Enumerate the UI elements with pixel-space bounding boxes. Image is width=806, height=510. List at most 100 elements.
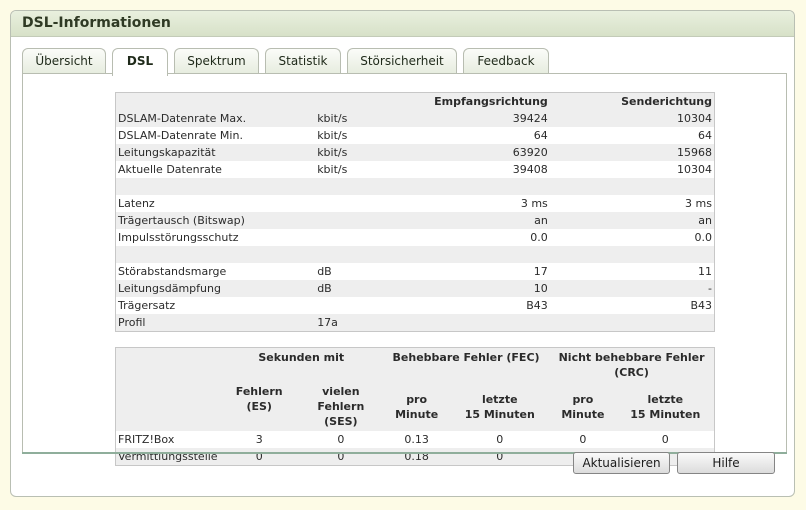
help-button[interactable]: Hilfe (677, 452, 775, 474)
info-cell-sende: 0.0 (694, 231, 713, 244)
info-cell-label: Störabstandsmarge (118, 265, 227, 278)
header-ses-line1: vielen (322, 385, 360, 398)
tab-statistik[interactable]: Statistik (265, 48, 341, 74)
dsl-info-panel: DSL-Informationen Übersicht DSL Spektrum… (10, 10, 795, 497)
header-fec-pro-line2: Minute (395, 407, 439, 421)
info-cell-label: DSLAM-Datenrate Min. (118, 129, 243, 142)
info-cell-unit (315, 195, 405, 212)
error-cell-ses: 0 (298, 448, 383, 466)
info-cell-sende: an (549, 212, 715, 229)
tab-spektrum[interactable]: Spektrum (174, 48, 259, 74)
info-table-row: Trägertausch (Bitswap) an an (115, 212, 715, 229)
info-cell-sende (549, 178, 715, 195)
info-cell-unit (315, 246, 405, 263)
info-cell-sende (549, 314, 715, 332)
info-table-header: Empfangsrichtung Senderichtung (115, 92, 715, 110)
info-cell-sende: 3 ms (685, 197, 712, 210)
info-cell-empfang: 63920 (404, 144, 550, 161)
header-fec-pro-line1: pro (406, 392, 428, 406)
info-cell-sende: 11 (698, 265, 712, 278)
header-empfangsrichtung: Empfangsrichtung (404, 92, 550, 110)
header-ses-line2: Fehlern (SES) (317, 400, 365, 428)
info-cell-sende: 10304 (677, 163, 712, 176)
info-cell-unit: dB (317, 265, 332, 278)
header-nicht-behebbare-fehler: Nicht behebbare Fehler (CRC) (549, 347, 715, 382)
info-table-row: Leitungskapazität kbit/s 63920 15968 (115, 144, 715, 161)
info-table-row: DSLAM-Datenrate Min. kbit/s 64 64 (116, 127, 715, 144)
error-cell-fec-pro: 0.13 (404, 433, 429, 446)
refresh-button[interactable]: Aktualisieren (573, 452, 670, 474)
info-cell-unit: kbit/s (317, 163, 348, 176)
info-table-row: Leitungsdämpfung dB 10- (115, 280, 715, 297)
info-cell-sende: 10304 (549, 110, 715, 127)
info-cell-unit (315, 212, 405, 229)
error-cell-ses: 0 (337, 433, 345, 446)
error-table: Sekunden mit Behebbare Fehler (FEC) Nich… (115, 347, 715, 466)
info-cell-unit (315, 297, 405, 314)
header-ses: vielen Fehlern (SES) (298, 382, 383, 431)
error-table-row: FRITZ!Box 3 0 0.13 0 0 0 (116, 431, 715, 448)
header-crc-letzte-line2: 15 Minuten (630, 407, 701, 421)
info-cell-empfang: 17 (533, 265, 548, 278)
info-cell-empfang: 0.0 (530, 231, 548, 244)
error-sub-header-row: Fehlern (ES) vielen Fehlern (SES) pro Minu… (115, 382, 715, 431)
tab-divider (22, 73, 787, 74)
error-cell-es: 3 (255, 433, 263, 446)
header-fec-letzte-line1: letzte (481, 392, 518, 406)
info-cell-label (115, 178, 316, 195)
info-cell-empfang: 64 (533, 129, 548, 142)
info-cell-label: Profil (115, 314, 316, 332)
tab-uebersicht[interactable]: Übersicht (22, 48, 106, 74)
header-sekunden-mit: Sekunden mit (219, 347, 383, 382)
header-fec-letzte-15: letzte 15 Minuten (450, 382, 550, 431)
header-fec-pro-minute: pro Minute (382, 382, 451, 431)
info-cell-empfang: 39424 (404, 110, 550, 127)
info-table-row: Latenz 3 ms 3 ms (116, 195, 715, 212)
info-table-body: DSLAM-Datenrate Max. kbit/s 39424 10304 DSLA… (115, 110, 715, 332)
info-cell-label: Latenz (118, 197, 155, 210)
header-es: Fehlern (ES) (219, 382, 299, 431)
error-cell-es: 0 (219, 448, 299, 466)
header-behebbare-fehler: Behebbare Fehler (FEC) (382, 347, 550, 382)
header-senderichtung: Senderichtung (549, 92, 715, 110)
error-cell-label: Vermittlungsstelle (115, 448, 220, 466)
info-cell-unit: kbit/s (317, 129, 348, 142)
info-table-row: Impulsstörungsschutz 0.0 0.0 (116, 229, 715, 246)
tab-stoersicherheit[interactable]: Störsicherheit (347, 48, 457, 74)
tab-dsl[interactable]: DSL (112, 48, 168, 76)
info-table-row (115, 246, 715, 263)
header-crc-letzte-15: letzte 15 Minuten (616, 382, 715, 431)
info-cell-empfang (404, 314, 550, 332)
info-cell-empfang: B43 (526, 299, 548, 312)
info-table-row: Trägersatz B43 B43 (116, 297, 715, 314)
info-cell-unit: kbit/s (315, 144, 405, 161)
tab-content: Empfangsrichtung Senderichtung DSLAM-Dat… (22, 74, 787, 466)
info-cell-label: DSLAM-Datenrate Max. (115, 110, 316, 127)
header-crc-pro-line2: Minute (561, 407, 605, 421)
info-cell-sende: B43 (690, 299, 712, 312)
info-cell-empfang: 10 (404, 280, 550, 297)
error-group-header-row: Sekunden mit Behebbare Fehler (FEC) Nich… (115, 347, 715, 382)
error-cell-fec-letzte: 0 (496, 433, 504, 446)
footer-divider (22, 452, 787, 454)
info-cell-empfang: 39408 (512, 163, 548, 176)
info-cell-label: Trägertausch (Bitswap) (115, 212, 316, 229)
info-cell-label: Trägersatz (118, 299, 176, 312)
info-cell-sende (549, 246, 715, 263)
info-cell-unit: dB (315, 280, 405, 297)
error-cell-crc-pro: 0 (579, 433, 587, 446)
info-cell-unit (315, 229, 405, 246)
header-crc-pro-minute: pro Minute (549, 382, 617, 431)
header-crc-pro-line1: pro (572, 392, 594, 406)
error-cell-label: FRITZ!Box (118, 433, 175, 446)
info-table-row: Aktuelle Datenrate kbit/s 39408 10304 (116, 161, 715, 178)
info-cell-sende: - (549, 280, 715, 297)
header-crc-letzte-line1: letzte (647, 392, 684, 406)
info-table-row: Profil 17a (115, 314, 715, 332)
info-cell-unit: 17a (315, 314, 405, 332)
info-table-row (115, 178, 715, 195)
info-cell-label: Leitungskapazität (115, 144, 316, 161)
info-cell-empfang: an (404, 212, 550, 229)
info-cell-label: Aktuelle Datenrate (118, 163, 222, 176)
tab-feedback[interactable]: Feedback (463, 48, 549, 74)
